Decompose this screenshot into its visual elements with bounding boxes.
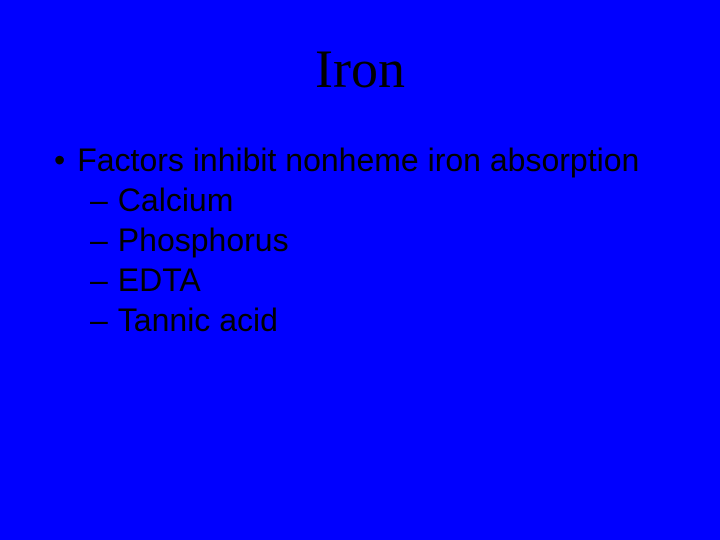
slide: Iron • Factors inhibit nonheme iron abso… (0, 0, 720, 540)
slide-body: • Factors inhibit nonheme iron absorptio… (0, 118, 720, 340)
sub-item: – Calcium (54, 180, 680, 220)
dash-icon: – (90, 300, 108, 340)
sub-item-text: Calcium (118, 180, 234, 220)
bullet-item: • Factors inhibit nonheme iron absorptio… (54, 140, 680, 180)
slide-title: Iron (0, 0, 720, 118)
sub-item: – Tannic acid (54, 300, 680, 340)
bullet-marker: • (54, 140, 65, 180)
bullet-text: Factors inhibit nonheme iron absorption (77, 140, 639, 180)
dash-icon: – (90, 220, 108, 260)
sub-item-text: Phosphorus (118, 220, 289, 260)
dash-icon: – (90, 180, 108, 220)
sub-item-text: Tannic acid (118, 300, 278, 340)
sub-item: – Phosphorus (54, 220, 680, 260)
sub-item-text: EDTA (118, 260, 201, 300)
dash-icon: – (90, 260, 108, 300)
sub-item: – EDTA (54, 260, 680, 300)
